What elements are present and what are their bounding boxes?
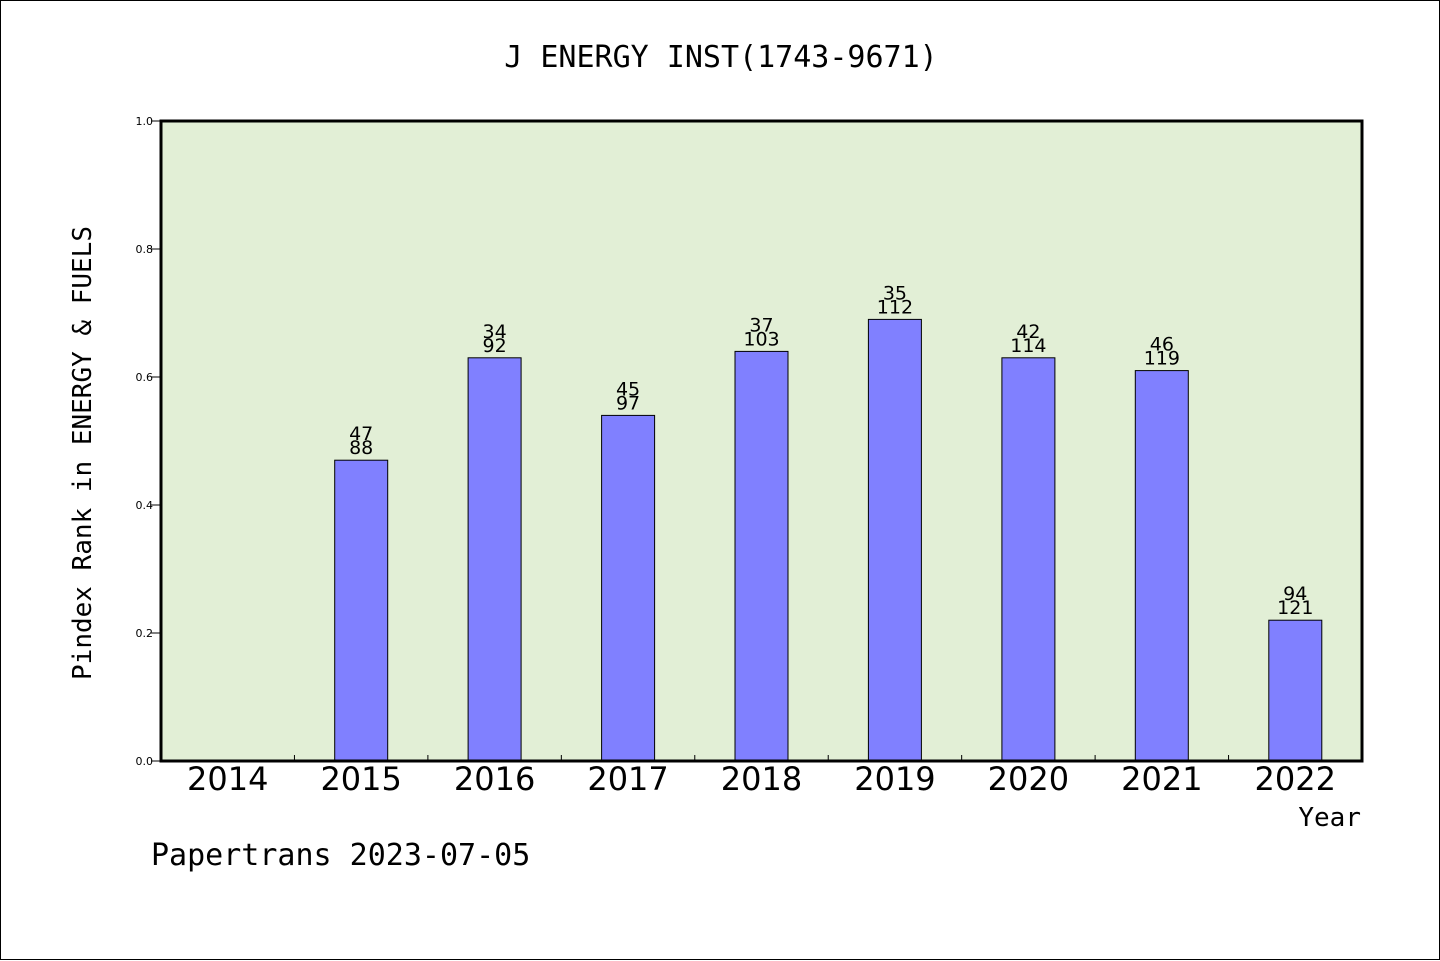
- y-tick-label: 0.4: [136, 499, 154, 512]
- data-label-top-2016: 34: [483, 321, 507, 343]
- bar-2015: [334, 459, 389, 762]
- y-tick-label: 0.0: [136, 755, 154, 768]
- data-label-top-2021: 46: [1150, 334, 1174, 356]
- data-label-bottom-2020: 114: [1010, 335, 1046, 357]
- plot-border: [159, 119, 1364, 763]
- x-tick-label-2017: 2017: [587, 760, 668, 798]
- data-label-top-2019: 35: [883, 282, 907, 304]
- bar-2022: [1268, 619, 1323, 762]
- data-label-bottom-2021: 119: [1144, 348, 1180, 370]
- bar-2020: [1001, 357, 1056, 762]
- data-label-bottom-2017: 97: [616, 392, 640, 414]
- y-axis-label: Pindex Rank in ENERGY & FUELS: [68, 226, 98, 680]
- data-label-top-2018: 37: [749, 314, 773, 336]
- x-tick-label-2014: 2014: [187, 760, 268, 798]
- bar-2016: [467, 357, 522, 762]
- x-tick-label-2015: 2015: [320, 760, 401, 798]
- x-tick-label-2019: 2019: [854, 760, 935, 798]
- data-label-bottom-2016: 92: [483, 335, 507, 357]
- x-tick-label-2020: 2020: [988, 760, 1069, 798]
- x-tick-label-2018: 2018: [721, 760, 802, 798]
- bar-2017: [601, 414, 656, 762]
- y-tick-label: 0.2: [136, 627, 154, 640]
- chart-title: J ENERGY INST(1743-9671): [504, 40, 937, 75]
- data-label-top-2015: 47: [349, 423, 373, 445]
- x-tick-label-2016: 2016: [454, 760, 535, 798]
- data-label-top-2022: 94: [1283, 583, 1307, 605]
- data-label-bottom-2018: 103: [743, 328, 779, 350]
- x-tick-label-2022: 2022: [1255, 760, 1336, 798]
- bar-2018: [734, 350, 789, 762]
- bar-2019: [867, 318, 922, 762]
- y-tick-label: 0.6: [136, 371, 154, 384]
- data-label-bottom-2015: 88: [349, 437, 373, 459]
- y-tick-label: 1.0: [136, 115, 154, 128]
- data-label-bottom-2022: 121: [1277, 597, 1313, 619]
- y-tick-label: 0.8: [136, 243, 154, 256]
- bar-2021: [1134, 370, 1189, 762]
- data-label-bottom-2019: 112: [877, 296, 913, 318]
- data-label-top-2017: 45: [616, 378, 640, 400]
- data-label-top-2020: 42: [1016, 321, 1040, 343]
- x-axis-label: Year: [1298, 803, 1361, 833]
- x-tick-label-2021: 2021: [1121, 760, 1202, 798]
- footer-text: Papertrans 2023-07-05: [151, 838, 530, 873]
